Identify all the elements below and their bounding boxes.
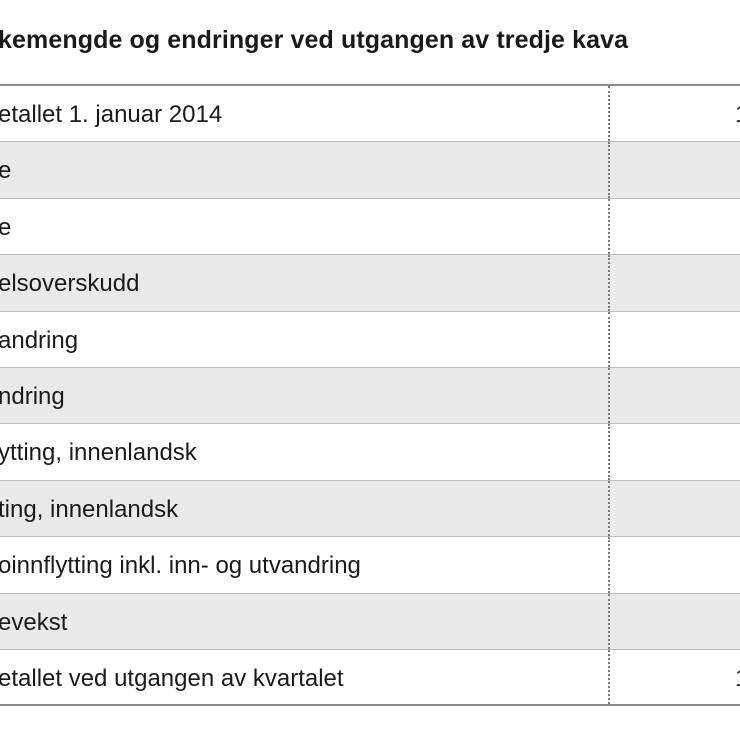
column-divider [608,142,610,198]
column-divider [608,86,610,142]
table-row: e [0,142,740,199]
table-row: etallet 1. januar 2014 1 [0,86,740,143]
table-title: kemengde og endringer ved utgangen av tr… [0,26,629,54]
table-row: ndring [0,367,740,425]
column-divider [608,424,610,480]
row-label: etallet ved utgangen av kvartalet [0,664,344,692]
table-row: oinnflytting inkl. inn- og utvandring [0,537,740,594]
table-row: ytting, innenlandsk [0,424,740,481]
table-row: elsoverskudd [0,255,740,312]
column-divider [608,593,610,649]
row-value: 1 [735,665,740,693]
table-row: andring [0,311,740,368]
column-divider [608,255,610,311]
row-label: andring [0,326,79,354]
table-row: ting, innenlandsk [0,480,740,538]
row-label: oinnflytting inkl. inn- og utvandring [0,552,361,580]
column-divider [608,311,610,367]
row-label: e [0,157,12,185]
column-divider [608,649,610,705]
column-divider [608,367,610,424]
row-label: ting, innenlandsk [0,495,179,523]
row-label: elsoverskudd [0,270,140,298]
row-label: evekst [0,608,68,636]
population-table: etallet 1. januar 2014 1 e e elsoverskud… [0,84,740,707]
table-row: e [0,198,740,256]
row-value: 1 [735,101,740,129]
table-row: evekst [0,593,740,650]
table-row: etallet ved utgangen av kvartalet 1 [0,649,740,707]
row-label: ytting, innenlandsk [0,439,197,467]
row-label: ndring [0,382,65,410]
column-divider [608,198,610,255]
row-label: etallet 1. januar 2014 [0,101,223,128]
column-divider [608,480,610,537]
row-label: e [0,213,12,241]
column-divider [608,537,610,593]
